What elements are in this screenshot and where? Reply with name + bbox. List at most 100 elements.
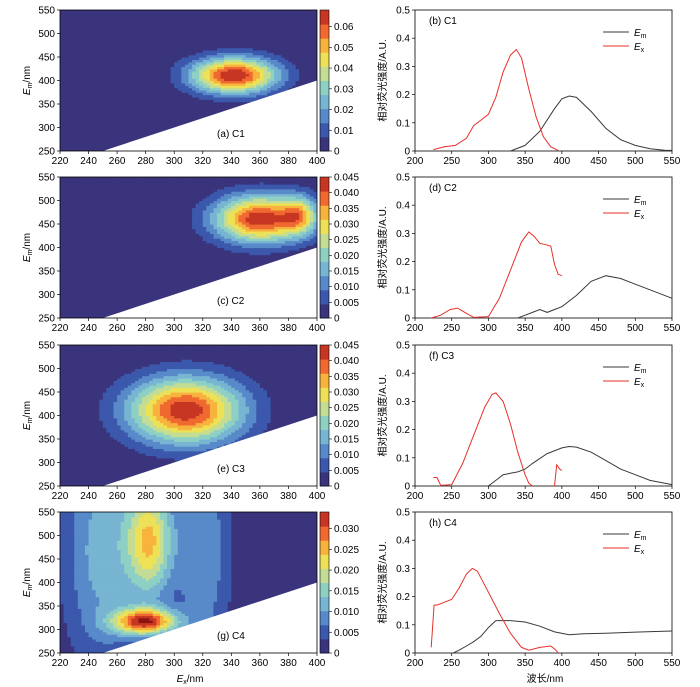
x-tick-label: 260: [109, 156, 126, 167]
colorbar-tick-label: 0.005: [334, 628, 359, 639]
x-tick-label: 200: [407, 658, 424, 669]
y-tick-label: 550: [38, 173, 55, 184]
blank-region: [102, 80, 317, 151]
x-tick-label: 360: [252, 491, 269, 502]
legend-entry: Ex: [634, 544, 645, 556]
x-tick-label: 550: [664, 658, 681, 669]
y-tick-label: 450: [38, 388, 55, 399]
x-tick-label: 280: [137, 323, 154, 334]
plot-frame: [414, 9, 673, 152]
x-tick-label: 250: [443, 491, 460, 502]
x-tick-label: 500: [627, 491, 644, 502]
series-line-em: [517, 275, 673, 319]
y-tick-label: 500: [38, 29, 55, 40]
y-tick-label: 0.3: [396, 397, 410, 408]
blank-region: [102, 415, 317, 486]
y-tick-label: 400: [38, 411, 55, 422]
spectrum-panel-2: 200 250 300 350 400 450 500 550 0 0.1 0.2 0.3 0.4 0.5…: [376, 173, 681, 335]
intensity-axis-title: 相对荧光强度/A.U.: [376, 206, 389, 288]
x-tick-label: 350: [517, 323, 534, 334]
blank-region: [102, 247, 317, 318]
x-tick-label: 450: [590, 323, 607, 334]
x-tick-label: 300: [166, 323, 183, 334]
colorbar-tick-label: 0.05: [334, 43, 354, 54]
colorbar-tick-label: 0.015: [334, 586, 359, 597]
y-tick-label: 0.1: [396, 285, 410, 296]
panel-label: (b) C1: [429, 16, 457, 27]
x-tick-label: 450: [590, 156, 607, 167]
contour-field: [60, 177, 317, 318]
colorbar: 0 0.005 0.010 0.015 0.020 0.025 0.030 0.035 0.04…: [319, 173, 359, 325]
x-tick-label: 300: [480, 658, 497, 669]
colorbar-tick-label: 0.020: [334, 566, 359, 577]
y-tick-label: 550: [38, 508, 55, 519]
y-tick-label: 0: [404, 482, 410, 493]
legend-entry: Em: [634, 530, 647, 542]
blank-region: [102, 582, 317, 653]
panel-label: (h) C4: [429, 518, 457, 529]
x-tick-label: 340: [223, 491, 240, 502]
x-tick-label: 400: [309, 658, 326, 669]
x-tick-label: 300: [166, 491, 183, 502]
eem-panel-3: 220 240 260 280 300 320 340 360 380 400 250 300 350 4…: [22, 341, 359, 503]
x-tick-label: 200: [407, 156, 424, 167]
series-line-em: [488, 445, 673, 487]
panel-label: (c) C2: [217, 296, 245, 307]
y-tick-label: 0.2: [396, 592, 410, 603]
x-tick-label: 250: [443, 658, 460, 669]
colorbar-tick-label: 0.015: [334, 435, 359, 446]
colorbar-tick-label: 0.010: [334, 282, 359, 293]
contour-field: [60, 512, 317, 653]
x-tick-label: 320: [194, 491, 211, 502]
legend-entry: Em: [634, 195, 647, 207]
x-tick-label: 280: [137, 491, 154, 502]
x-tick-label: 550: [664, 491, 681, 502]
eem-panel-2: 220 240 260 280 300 320 340 360 380 400 250 300 350 4…: [22, 173, 359, 335]
x-tick-label: 380: [280, 156, 297, 167]
em-axis-title: Em/nm: [22, 568, 34, 597]
x-tick-label: 340: [223, 156, 240, 167]
plot-frame: [414, 176, 673, 319]
colorbar-tick-label: 0: [334, 649, 340, 660]
series-line-ex-fragment: [554, 463, 563, 487]
y-tick-label: 350: [38, 435, 55, 446]
y-tick-label: 0.5: [396, 173, 410, 184]
x-tick-label: 360: [252, 156, 269, 167]
x-tick-label: 500: [627, 156, 644, 167]
x-tick-label: 380: [280, 658, 297, 669]
y-tick-label: 0.5: [396, 6, 410, 17]
x-tick-label: 220: [52, 323, 69, 334]
colorbar-tick-label: 0.035: [334, 372, 359, 383]
colorbar-tick-label: 0.045: [334, 341, 359, 352]
y-tick-label: 400: [38, 243, 55, 254]
y-tick-label: 250: [38, 649, 55, 660]
colorbar-tick-label: 0.040: [334, 356, 359, 367]
x-tick-label: 320: [194, 658, 211, 669]
eem-panel-1: 220 240 260 280 300 320 340 360 380 400 250 300 350 4…: [22, 6, 354, 168]
y-tick-label: 300: [38, 625, 55, 636]
em-axis-title: Em/nm: [22, 233, 34, 262]
series-line-ex: [431, 231, 563, 319]
colorbar-tick-label: 0.02: [334, 105, 354, 116]
y-tick-label: 0.4: [396, 201, 410, 212]
colorbar: 0 0.005 0.010 0.015 0.020 0.025 0.030 0.035 0.04…: [319, 341, 359, 493]
y-tick-label: 0.1: [396, 118, 410, 129]
intensity-axis-title: 相对荧光强度/A.U.: [376, 39, 389, 121]
y-tick-label: 0.1: [396, 453, 410, 464]
y-tick-label: 0.1: [396, 620, 410, 631]
x-tick-label: 400: [554, 156, 571, 167]
y-tick-label: 500: [38, 364, 55, 375]
x-tick-label: 300: [480, 323, 497, 334]
colorbar-tick-label: 0: [334, 482, 340, 493]
x-tick-label: 250: [443, 156, 460, 167]
y-tick-label: 300: [38, 458, 55, 469]
y-tick-label: 550: [38, 341, 55, 352]
x-tick-label: 220: [52, 156, 69, 167]
x-tick-label: 380: [280, 491, 297, 502]
x-tick-label: 260: [109, 323, 126, 334]
y-tick-label: 500: [38, 531, 55, 542]
y-tick-label: 400: [38, 76, 55, 87]
intensity-axis-title: 相对荧光强度/A.U.: [376, 541, 389, 623]
x-tick-label: 500: [627, 658, 644, 669]
